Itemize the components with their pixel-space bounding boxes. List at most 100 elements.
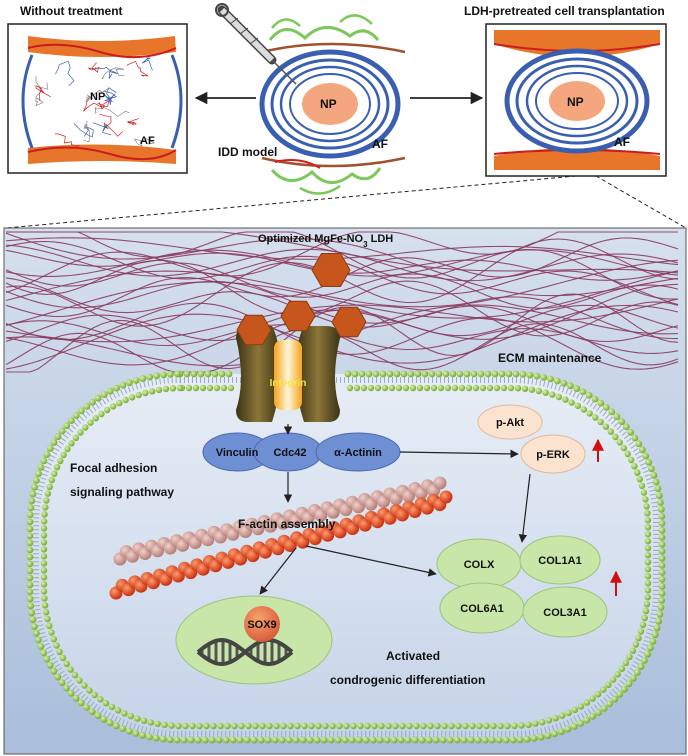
lipid-head [644,587,652,594]
np-fiber [126,118,139,126]
ldh-hexagon [331,306,367,338]
lipid-head [549,391,556,398]
lipid-head [116,399,123,407]
lipid-head [362,736,370,744]
lipid-head [140,717,148,724]
lipid-head [37,463,45,471]
lipid-head [441,722,448,730]
np-fiber [83,120,91,143]
lipid-head [257,736,265,744]
col6a1-label: COL6A1 [460,603,503,615]
lipid-head [390,736,398,744]
lipid-head [168,722,175,729]
lipid-head [657,499,664,506]
lipid-head [27,504,35,512]
lipid-head [407,370,415,378]
lipid-head [644,580,652,587]
lipid-head [54,433,62,441]
lipid-head [199,384,207,392]
lipid-head [182,722,189,730]
lipid-head [102,700,110,707]
lipid-head [43,451,51,458]
lipid-head [658,541,666,548]
lipid-head [58,679,66,686]
actinin-label: α-Actinin [334,447,382,459]
lipid-head [483,722,490,730]
lipid-head [26,560,34,568]
lipid-head [189,722,196,730]
lipid-head [153,372,161,380]
lipid-head [586,410,593,417]
lipid-head [63,660,70,668]
idd-model-label: IDD model [218,145,277,159]
lipid-head [83,403,91,410]
lipid-head [612,433,619,441]
lipid-head [658,597,665,604]
lipid-head [629,647,637,654]
lipid-head [211,370,219,378]
lipid-head [53,464,61,471]
lipid-head [597,399,605,407]
lipid-head [658,520,666,527]
lipid-head [618,665,626,672]
syringe-icon [215,3,297,85]
actinin-to-erk-arrow [399,449,519,459]
activated-label-2: condrogenic differentiation [330,673,485,687]
lipid-head [642,607,650,615]
lipid-head [594,691,602,698]
np-fiber [55,133,80,147]
lipid-head [434,722,441,730]
lipid-head [155,386,163,394]
lipid-head [624,450,631,458]
lipid-head [657,506,665,513]
lipid-head [644,566,652,573]
ldh-title: Optimized MgFe-NO3 LDH [258,233,393,249]
lipid-head [50,635,57,643]
lipid-head [77,699,85,707]
lipid-head [657,603,665,611]
actin-to-sox9-arrow [259,547,297,595]
lipid-head [481,736,489,744]
colx-label: COLX [464,559,495,571]
lipid-head [602,423,610,430]
lipid-head [537,733,545,741]
lipid-head [639,621,647,628]
lipid-head [644,524,652,531]
lipid-head [308,722,315,730]
lipid-head [132,377,140,384]
lipid-head [365,370,373,378]
left-af-label: AF [140,135,155,147]
lipid-head [215,736,223,744]
lipid-head [633,669,641,676]
lipid-head [243,736,251,744]
lipid-head [227,384,235,392]
np-fiber [94,107,130,117]
lipid-head [146,373,154,381]
lipid-head [56,648,63,655]
vinculin-label: Vinculin [216,447,259,459]
lipid-head [378,722,385,730]
lipid-head [486,384,494,392]
lipid-head [46,622,53,629]
lipid-head [629,674,637,682]
lipid-head [68,440,75,447]
lipid-head [88,708,96,715]
lipid-head [41,602,49,609]
lipid-head [132,730,140,737]
lipid-head [146,733,153,741]
lipid-head [203,722,210,730]
lipid-head [72,694,80,702]
lipid-head [589,695,596,702]
lipid-head [139,731,147,739]
nucleus: SOX9 [175,595,333,685]
lipid-head [605,681,612,688]
lipid-head [100,391,108,398]
lipid-head [453,736,461,744]
lipid-head [654,485,662,493]
lipid-head [236,736,244,744]
ecm-fiber [5,262,679,309]
lipid-head [371,722,378,730]
lipid-head [266,722,273,730]
lipid-head [40,588,48,595]
lipid-head [26,539,34,547]
